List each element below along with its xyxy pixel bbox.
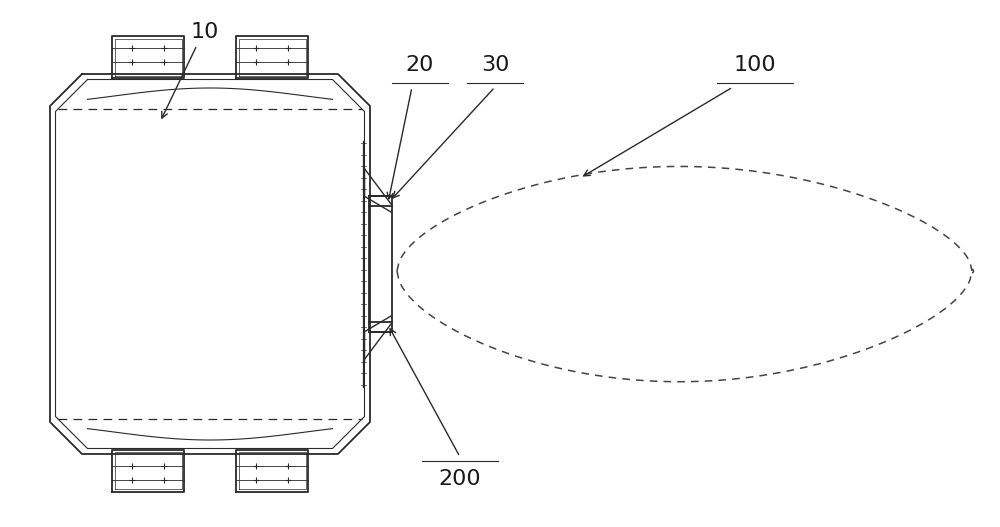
Text: 20: 20 (406, 55, 434, 75)
Text: 10: 10 (191, 22, 219, 42)
Text: 30: 30 (481, 55, 509, 75)
Text: 100: 100 (734, 55, 776, 75)
Text: 200: 200 (439, 469, 481, 489)
